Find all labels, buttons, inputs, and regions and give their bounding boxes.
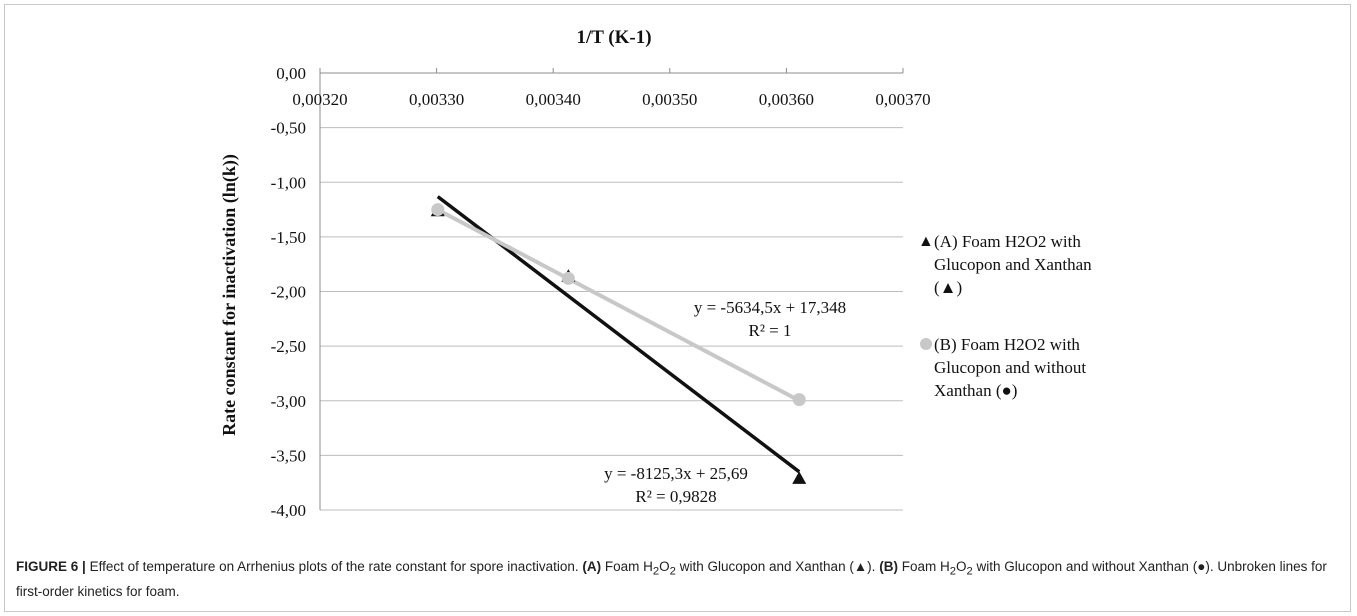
caption-text: Effect of temperature on Arrhenius plots… [89,559,579,574]
y-tick-label: -0,50 [271,119,306,138]
arrhenius-chart: 1/T (K-1) Rate constant for inactivation… [219,27,1092,520]
legend-a-line-1: (A) Foam H2O2 with [934,232,1081,251]
legend-b-line-3: Xanthan (●) [934,381,1017,400]
legend-b-marker [920,338,932,350]
data-point-b-circle [431,203,445,217]
equation-annotations: y = -5634,5x + 17,348 R² = 1 y = -8125,3… [604,298,846,506]
legend-a-line-2: Glucopon and Xanthan [934,255,1092,274]
gridlines [320,127,903,511]
caption-label: FIGURE 6 | [16,559,86,574]
legend: ▲ (A) Foam H2O2 with Glucopon and Xantha… [918,232,1092,400]
y-tick-label: -3,00 [271,392,306,411]
trendlines [436,195,801,474]
chart-title: 1/T (K-1) [576,27,651,48]
x-tick-label: 0,00340 [526,90,581,109]
caption-b-label: (B) [879,559,898,574]
legend-a-symbol: ▲ [918,233,934,250]
data-point-b-circle [561,271,575,285]
equation-b: y = -5634,5x + 17,348 [694,298,846,317]
figure-caption: FIGURE 6 | Effect of temperature on Arrh… [16,557,1341,602]
caption-b-text: Foam H2O2 with Glucopon and without Xant… [16,559,1327,599]
caption-a-label: (A) [582,559,602,574]
x-tick-label: 0,00370 [875,90,930,109]
x-tick-label: 0,00330 [409,90,464,109]
legend-b-line-2: Glucopon and without [934,358,1086,377]
y-tick-label: 0,00 [276,64,306,83]
y-tick-label: -2,50 [271,337,306,356]
y-tick-label: -2,00 [271,283,306,302]
x-tick-label: 0,00320 [292,90,347,109]
equation-a: y = -8125,3x + 25,69 [604,464,748,483]
x-tick-label: 0,00350 [642,90,697,109]
data-point-a-triangle [792,471,807,484]
legend-b-line-1: (B) Foam H2O2 with [934,335,1080,354]
caption-a-text: Foam H2O2 with Glucopon and Xanthan (▲). [604,559,876,578]
axes: 0,00 -0,50 -1,00 -1,50 -2,00 -2,50 -3,00 -3,50 -… [271,64,931,520]
x-tick-label: 0,00360 [759,90,814,109]
y-tick-label: -1,50 [271,228,306,247]
y-tick-label: -4,00 [271,501,306,520]
data-points [430,203,807,484]
y-tick-label: -3,50 [271,446,306,465]
r2-b: R² = 1 [748,321,791,340]
y-axis-label: Rate constant for inactivation (ln(k)) [219,154,240,436]
legend-a-line-3: (▲) [934,278,962,297]
r2-a: R² = 0,9828 [635,487,716,506]
data-point-b-circle [792,393,806,407]
y-tick-label: -1,00 [271,173,306,192]
trendline-b [436,207,801,403]
figure-frame [4,4,1351,612]
